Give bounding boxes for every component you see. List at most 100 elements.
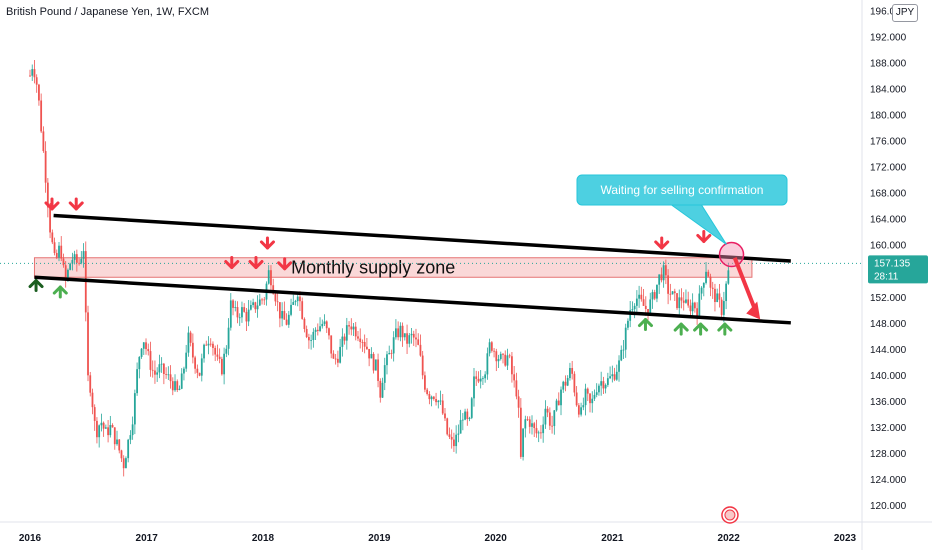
candle-body	[486, 353, 489, 375]
candle-body	[484, 374, 487, 379]
candle-body	[522, 428, 524, 457]
candle-body	[678, 297, 681, 309]
price-tick-label: 124.000	[870, 475, 907, 486]
candle-body	[120, 450, 123, 459]
candle-body	[158, 364, 161, 373]
candle-body	[680, 297, 683, 301]
candle-body	[475, 376, 478, 379]
candle-body	[687, 299, 690, 306]
candle-body	[506, 355, 509, 366]
candle-body	[40, 100, 43, 132]
candle-body	[441, 400, 444, 414]
candle-body	[171, 381, 174, 391]
candle-body	[571, 368, 574, 374]
candle-body	[87, 312, 89, 376]
candle-body	[457, 433, 460, 435]
candle-body	[149, 351, 152, 370]
candle-body	[403, 333, 406, 338]
candle-body	[55, 252, 58, 258]
candle-body	[696, 308, 699, 317]
candle-body	[207, 343, 210, 346]
candle-body	[417, 339, 420, 345]
candle-body	[345, 325, 348, 341]
candle-body	[232, 300, 234, 308]
candle-body	[461, 419, 464, 421]
candle-body	[138, 356, 141, 370]
candle-body	[524, 419, 527, 429]
candle-body	[557, 400, 560, 406]
candle-body	[553, 410, 556, 427]
callout-box	[576, 174, 788, 206]
candle-body	[720, 299, 723, 315]
supply-zone-box	[33, 257, 753, 278]
candle-body	[635, 298, 638, 306]
candle-body	[477, 378, 480, 382]
candle-body	[664, 265, 667, 276]
candle-body	[689, 305, 692, 312]
candle-body	[582, 405, 585, 408]
candle-body	[160, 363, 163, 365]
candle-body	[107, 427, 109, 436]
candle-body	[209, 343, 212, 345]
candle-body	[361, 341, 364, 343]
price-tick-label: 136.000	[870, 397, 907, 408]
candle-body	[296, 296, 299, 302]
candle-body	[46, 182, 49, 208]
candle-body	[421, 355, 424, 376]
candle-body	[332, 353, 335, 359]
candle-body	[470, 398, 473, 418]
candle-body	[350, 326, 353, 330]
candle-body	[218, 356, 221, 359]
candle-body	[649, 299, 652, 314]
candle-body	[573, 373, 576, 393]
candle-body	[390, 352, 393, 354]
candle-body	[154, 370, 156, 375]
candle-body	[261, 299, 263, 301]
candle-body	[428, 393, 431, 400]
candle-body	[584, 388, 587, 406]
candle-body	[415, 337, 417, 340]
candle-body	[598, 385, 600, 393]
candle-body	[285, 319, 288, 325]
candle-body	[67, 269, 69, 280]
currency-badge[interactable]: JPY	[892, 4, 918, 22]
candle-body	[482, 378, 484, 380]
candle-body	[258, 299, 261, 306]
candle-body	[629, 310, 632, 321]
candle-body	[424, 375, 426, 390]
candle-body	[383, 365, 386, 383]
price-tick-label: 144.000	[870, 345, 907, 356]
candle-body	[102, 422, 105, 429]
candle-body	[488, 342, 491, 354]
price-tick-label: 188.000	[870, 59, 907, 70]
candle-body	[133, 393, 136, 425]
candle-body	[464, 411, 466, 420]
highlight-circle	[718, 241, 745, 268]
candle-body	[236, 307, 239, 318]
candle-body	[589, 393, 591, 404]
candle-body	[647, 309, 649, 314]
price-tick-label: 148.000	[870, 319, 907, 330]
candle-body	[377, 359, 379, 381]
time-axis: 2016 2017 2018 2019 2020 2021 2022 2023	[0, 521, 932, 544]
candle-body	[272, 285, 275, 294]
candle-body	[189, 332, 192, 343]
candle-body	[125, 458, 127, 469]
candle-body	[412, 333, 415, 338]
candle-body	[196, 368, 199, 373]
candle-body	[691, 302, 694, 312]
candle-body	[667, 275, 670, 294]
candle-body	[187, 332, 190, 353]
candle-body	[535, 428, 538, 434]
candle-body	[644, 305, 647, 310]
candle-body	[256, 305, 259, 310]
price-tick-label: 176.000	[870, 137, 907, 148]
candle-body	[533, 423, 536, 429]
candle-body	[519, 407, 522, 457]
candle-body	[531, 423, 533, 427]
candle-body	[633, 305, 636, 310]
candle-body	[660, 274, 663, 281]
candle-body	[366, 346, 368, 350]
candle-body	[69, 263, 72, 270]
